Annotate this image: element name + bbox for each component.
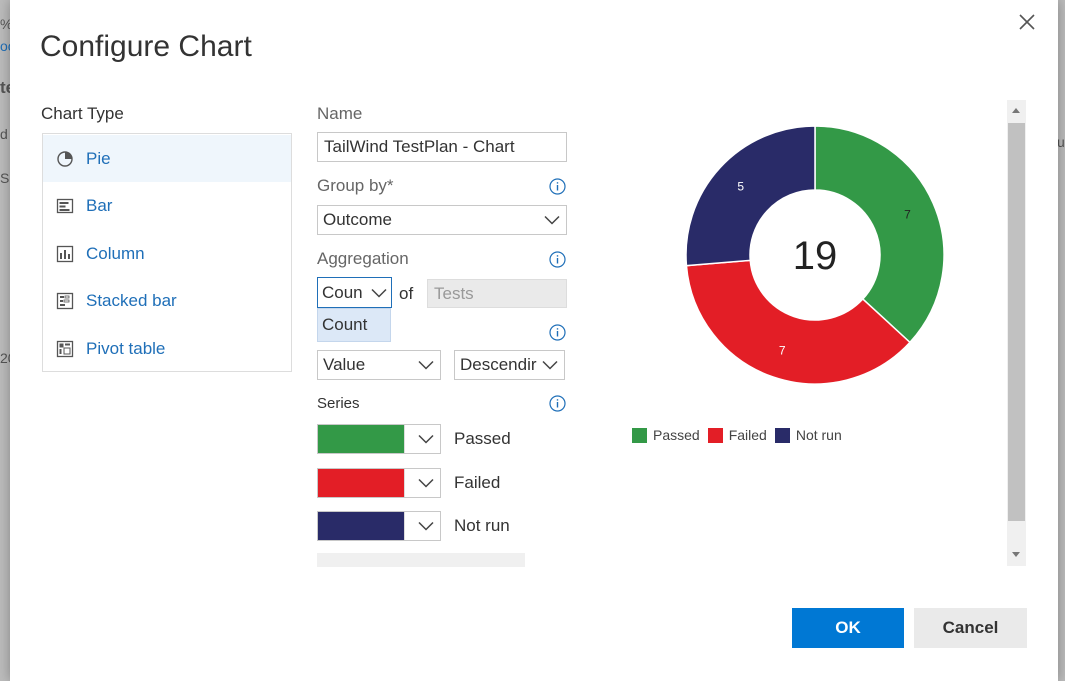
legend-label: Failed	[728, 427, 767, 443]
legend-label: Passed	[653, 427, 700, 443]
name-input[interactable]: TailWind TestPlan - Chart	[317, 132, 567, 162]
close-icon[interactable]	[1015, 10, 1039, 34]
chevron-down-icon	[371, 288, 387, 298]
aggregation-option-count[interactable]: Count	[317, 308, 391, 342]
legend-item-failed: Failed	[707, 427, 767, 443]
aggregation-label: Aggregation	[317, 249, 409, 268]
chart-preview: 7 7 5 19	[685, 125, 945, 385]
series-color-picker-failed[interactable]	[317, 468, 441, 498]
chart-type-label-stacked-bar: Stacked bar	[86, 290, 177, 310]
aggregation-field-input: Tests	[427, 279, 567, 308]
series-color-picker-passed[interactable]	[317, 424, 441, 454]
chevron-down-icon	[418, 434, 434, 444]
chart-type-list: Pie Bar Column Stacked bar Pivot table	[42, 133, 292, 372]
legend-swatch	[774, 427, 790, 443]
chart-type-bar[interactable]: Bar	[43, 182, 291, 229]
data-label-not-run: 5	[737, 180, 744, 194]
chevron-down-icon	[418, 521, 434, 531]
chevron-down-icon	[418, 360, 434, 370]
info-icon[interactable]	[549, 178, 566, 195]
pie-slice-failed	[685, 259, 911, 385]
chart-type-column[interactable]: Column	[43, 230, 291, 277]
bg-fragment: u	[1057, 134, 1065, 150]
chevron-down-icon	[544, 215, 560, 225]
scrollbar-thumb[interactable]	[1008, 123, 1025, 521]
series-swatch	[318, 469, 404, 497]
pie-slice-passed	[814, 125, 945, 344]
data-label-failed: 7	[779, 344, 786, 358]
series-label-failed: Failed	[454, 473, 501, 492]
chart-type-label-pie: Pie	[86, 148, 111, 168]
chart-type-label-pivot-table: Pivot table	[86, 338, 166, 358]
series-swatch	[318, 512, 404, 540]
legend-swatch	[632, 427, 647, 443]
group-by-label: Group by*	[317, 176, 394, 195]
legend-swatch	[707, 427, 723, 443]
bar-chart-icon	[56, 197, 74, 215]
series-label-passed: Passed	[454, 429, 511, 448]
configure-chart-dialog: Configure Chart Chart Type Pie Bar Colum…	[10, 0, 1058, 681]
chart-total: 19	[793, 234, 838, 278]
group-by-value: Outcome	[323, 210, 392, 229]
chevron-down-icon	[542, 360, 558, 370]
column-chart-icon	[56, 245, 74, 263]
chevron-down-icon	[418, 478, 434, 488]
bg-fragment: d	[0, 126, 8, 142]
series-list-footer	[317, 553, 525, 567]
data-label-passed: 7	[904, 207, 911, 221]
chart-type-pie[interactable]: Pie	[43, 135, 291, 182]
name-label: Name	[317, 104, 363, 123]
chart-type-pivot-table[interactable]: Pivot table	[43, 325, 291, 372]
ok-button[interactable]: OK	[792, 608, 904, 648]
preview-scrollbar[interactable]	[1007, 100, 1026, 566]
info-icon[interactable]	[549, 395, 566, 412]
chart-type-stacked-bar[interactable]: Stacked bar	[43, 277, 291, 324]
pivot-table-icon	[56, 340, 74, 358]
aggregation-value: Coun	[322, 282, 363, 302]
sort-by-value: Value	[323, 355, 366, 374]
chart-type-label: Chart Type	[41, 104, 124, 123]
series-color-picker-not-run[interactable]	[317, 511, 441, 541]
dialog-title: Configure Chart	[40, 30, 252, 63]
series-label-not-run: Not run	[454, 516, 510, 535]
info-icon[interactable]	[549, 251, 566, 268]
sort-order-dropdown[interactable]: Descendir	[454, 350, 565, 380]
legend-item-not-run: Not run	[774, 427, 842, 443]
aggregation-dropdown[interactable]: Coun	[317, 277, 392, 308]
sort-order-value: Descendir	[460, 355, 537, 374]
series-label: Series	[317, 395, 360, 412]
chart-legend: Passed Failed Not run	[632, 427, 850, 443]
pie-slice-not-run	[685, 125, 816, 267]
chart-type-label-column: Column	[86, 243, 145, 263]
legend-item-passed: Passed	[632, 427, 700, 443]
bg-fragment: %	[0, 16, 13, 32]
sort-by-dropdown[interactable]: Value	[317, 350, 441, 380]
stacked-bar-icon	[56, 292, 74, 310]
background-page-right: u	[1057, 0, 1065, 681]
series-swatch	[318, 425, 404, 453]
legend-label: Not run	[795, 427, 842, 443]
pie-chart-icon	[56, 150, 74, 168]
of-label: of	[399, 284, 414, 303]
scroll-up-arrow-icon[interactable]	[1012, 108, 1020, 113]
group-by-dropdown[interactable]: Outcome	[317, 205, 567, 235]
info-icon[interactable]	[549, 324, 566, 341]
chart-type-label-bar: Bar	[86, 195, 113, 215]
scroll-down-arrow-icon[interactable]	[1012, 552, 1020, 557]
cancel-button[interactable]: Cancel	[914, 608, 1027, 648]
